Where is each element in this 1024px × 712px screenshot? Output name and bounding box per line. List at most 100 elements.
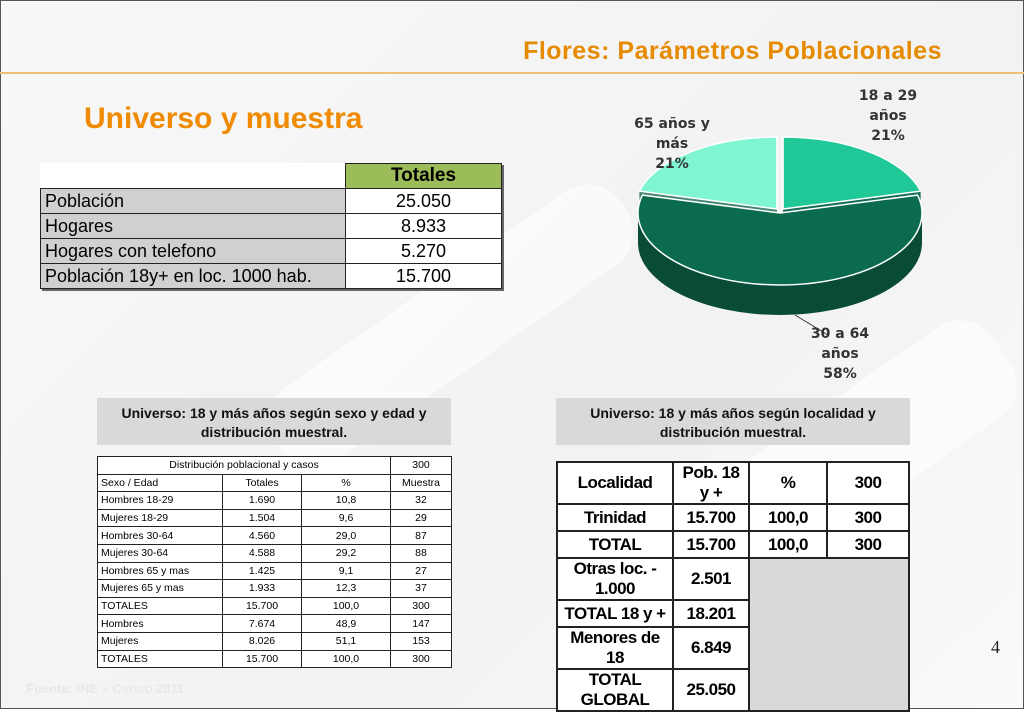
cell: 300 [390, 649, 452, 669]
cell: 7.674 [222, 614, 302, 633]
row-label: Hogares [40, 213, 346, 239]
table-row: Mujeres 65 y mas 1.933 12,3 37 [97, 579, 452, 598]
pie-label: 30 a 64 años 58% [811, 326, 869, 382]
table-row: TOTAL 18 y + 18.201 [556, 599, 909, 628]
row-label: Mujeres [97, 631, 223, 651]
cell: 4.560 [222, 526, 302, 545]
table-row: Hogares 8.933 [40, 213, 502, 239]
distribution-title: Distribución poblacional y casos [97, 456, 391, 475]
table-row: TOTAL 15.700 100,0 300 [556, 530, 910, 559]
pie-leader-line [794, 314, 829, 336]
table-row: Hogares con telefono 5.270 [40, 238, 502, 264]
cell: 18.201 [672, 599, 750, 628]
cell: 300 [826, 530, 910, 559]
empty-gray-block [748, 557, 910, 712]
cell: 25.050 [672, 668, 750, 712]
cell: Otras loc. - 1.000 [556, 557, 674, 601]
cell: 6.849 [672, 626, 750, 670]
row-value: 5.270 [345, 238, 502, 264]
cell: TOTAL GLOBAL [556, 668, 674, 712]
table-row: Mujeres 8.026 51,1 153 [97, 631, 452, 651]
cell: 147 [390, 614, 452, 633]
pie-label: 65 años y más 21% [634, 116, 710, 172]
cell: 1.933 [222, 579, 302, 598]
pie-label-line: años [821, 346, 858, 362]
table-row: TOTALES 15.700 100,0 300 [97, 596, 452, 616]
column-header: Totales [222, 473, 302, 493]
row-value: 25.050 [345, 188, 502, 214]
section-subtitle: Universo y muestra [84, 102, 363, 135]
cell: 15.700 [222, 596, 302, 616]
cell: 9,1 [301, 561, 391, 581]
table-header-row: Localidad Pob. 18 y + % 300 [556, 461, 910, 505]
column-header: Sexo / Edad [97, 473, 223, 493]
page-number: 4 [991, 637, 1000, 657]
cell: TOTAL [556, 530, 674, 559]
table-corner-cell [40, 163, 346, 189]
row-label: Hombres 30-64 [97, 526, 223, 545]
table-title-row: Distribución poblacional y casos 300 [97, 456, 452, 475]
pie-label-line: 21% [871, 128, 905, 144]
cell: Trinidad [556, 503, 674, 532]
table-header-row: Sexo / Edad Totales % Muestra [97, 473, 452, 493]
pie-label-line: 65 años y [634, 116, 710, 132]
cell: 2.501 [672, 557, 750, 601]
cell: 100,0 [748, 503, 828, 532]
row-label: Población 18y+ en loc. 1000 hab. [40, 263, 346, 289]
table-row: Hombres 30-64 4.560 29,0 87 [97, 526, 452, 545]
table-row: Trinidad 15.700 100,0 300 [556, 503, 910, 532]
locality-table: Localidad Pob. 18 y + % 300 Trinidad 15.… [556, 461, 910, 712]
row-label: Mujeres 65 y mas [97, 579, 223, 598]
pie-slice [637, 194, 923, 286]
column-header: % [301, 473, 391, 493]
row-label: Hombres [97, 614, 223, 633]
cell: 100,0 [301, 596, 391, 616]
cell: 29,2 [301, 543, 391, 563]
column-header: Pob. 18 y + [672, 461, 750, 505]
cell: 51,1 [301, 631, 391, 651]
cell: 8.026 [222, 631, 302, 651]
row-value: 8.933 [345, 213, 502, 239]
caption-left: Universo: 18 y más años según sexo y eda… [97, 398, 451, 445]
row-label: TOTALES [97, 596, 223, 616]
pie-slice [638, 136, 778, 210]
cell: 12,3 [301, 579, 391, 598]
distribution-title-value: 300 [390, 456, 452, 475]
table-row: Mujeres 18-29 1.504 9,6 29 [97, 508, 452, 528]
table-row: Mujeres 30-64 4.588 29,2 88 [97, 543, 452, 563]
cell: 153 [390, 631, 452, 651]
totals-header: Totales [345, 163, 502, 189]
pie-label: 18 a 29 años 21% [859, 88, 917, 144]
table-row: Hombres 18-29 1.690 10,8 32 [97, 491, 452, 510]
pie-slices [637, 136, 923, 315]
cell: 9,6 [301, 508, 391, 528]
cell: 48,9 [301, 614, 391, 633]
column-header: Muestra [390, 473, 452, 493]
cell: 100,0 [301, 649, 391, 669]
cell: 100,0 [748, 530, 828, 559]
cell: 27 [390, 561, 452, 581]
cell: 87 [390, 526, 452, 545]
cell: TOTAL 18 y + [556, 599, 674, 628]
page-title: Flores: Parámetros Poblacionales [523, 37, 942, 65]
cell: 1.504 [222, 508, 302, 528]
cell: 10,8 [301, 491, 391, 510]
cell: 29,0 [301, 526, 391, 545]
source-note: Fuente: INE – Censo 2011 [26, 681, 185, 696]
pie-slice-side [638, 213, 922, 315]
cell: 15.700 [222, 649, 302, 669]
column-header: % [748, 461, 828, 505]
distribution-table: Distribución poblacional y casos 300 Sex… [97, 456, 452, 669]
row-label: Hombres 65 y mas [97, 561, 223, 581]
pie-label-line: 30 a 64 [811, 326, 869, 342]
table-row: Hombres 7.674 48,9 147 [97, 614, 452, 633]
pie-label-line: más [656, 136, 688, 152]
cell: 15.700 [672, 503, 750, 532]
table-row: Población 25.050 [40, 188, 502, 214]
row-label: Población [40, 188, 346, 214]
pie-label-line: 58% [823, 366, 857, 382]
cell: 300 [826, 503, 910, 532]
cell: 37 [390, 579, 452, 598]
caption-right: Universo: 18 y más años según localidad … [556, 398, 910, 445]
cell: 1.690 [222, 491, 302, 510]
